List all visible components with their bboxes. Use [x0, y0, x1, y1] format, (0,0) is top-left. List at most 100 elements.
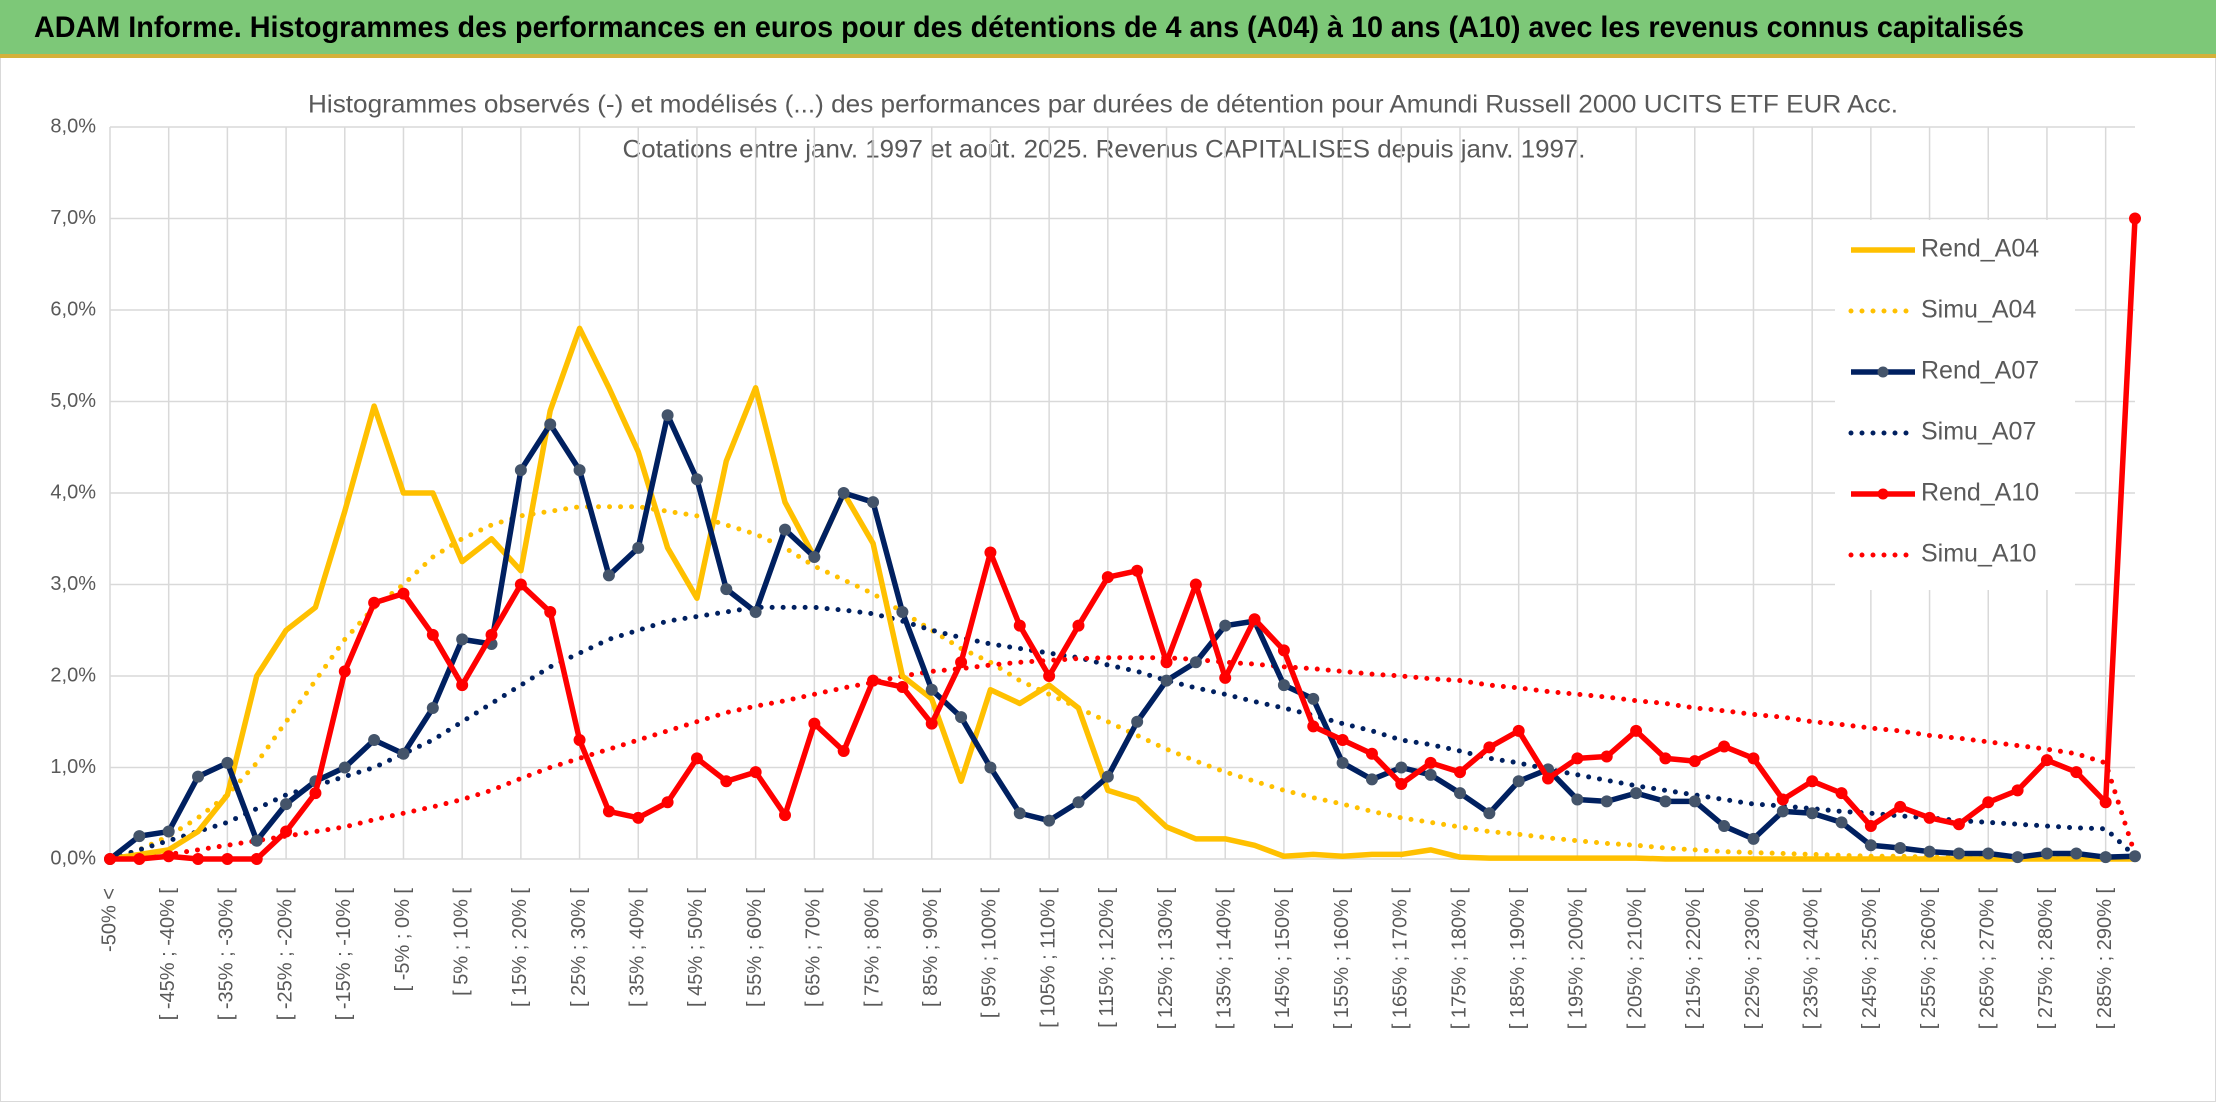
x-tick-label: [ 85% ; 90% [: [920, 888, 942, 1007]
point: [602, 569, 615, 582]
point: [720, 583, 733, 596]
point: [661, 796, 674, 809]
x-tick-label: [ 135% ; 140% [: [1213, 888, 1235, 1030]
point: [984, 761, 997, 774]
point: [426, 702, 439, 715]
point: [1542, 772, 1555, 785]
x-tick-label: [ 275% ; 280% [: [2035, 888, 2057, 1030]
x-tick-label: [ 15% ; 20% [: [509, 888, 531, 1007]
point: [867, 674, 880, 687]
point: [426, 628, 439, 641]
point: [1072, 619, 1085, 632]
x-tick-label: [ -35% ; -30% [: [216, 888, 238, 1021]
point: [896, 680, 909, 693]
point: [1512, 775, 1525, 788]
point: [1688, 795, 1701, 808]
point: [984, 546, 997, 559]
y-tick-label: 2,0%: [50, 664, 96, 686]
point: [1336, 756, 1349, 769]
x-tick-label: [ 225% ; 230% [: [1742, 888, 1764, 1030]
point: [1395, 777, 1408, 790]
x-tick-label: [ 65% ; 70% [: [803, 888, 825, 1007]
point: [1747, 832, 1760, 845]
point: [925, 717, 938, 730]
point: [1307, 692, 1320, 705]
point: [1776, 793, 1789, 806]
point: [1776, 805, 1789, 818]
x-tick-label: [ -45% ; -40% [: [157, 888, 179, 1021]
point: [1747, 752, 1760, 765]
point: [1923, 811, 1936, 824]
point: [1835, 787, 1848, 800]
x-tick-label: [ 35% ; 40% [: [627, 888, 649, 1007]
point: [544, 605, 557, 618]
point: [2099, 796, 2112, 809]
point: [1864, 820, 1877, 833]
y-tick-label: 7,0%: [50, 207, 96, 229]
point: [250, 834, 263, 847]
point: [1365, 773, 1378, 786]
point: [1923, 845, 1936, 858]
point: [837, 745, 850, 758]
point: [2040, 847, 2053, 860]
point: [1806, 775, 1819, 788]
x-tick-label: [ 195% ; 200% [: [1566, 888, 1588, 1030]
point: [1659, 795, 1672, 808]
series-line: [107, 604, 2138, 862]
point: [1600, 795, 1613, 808]
point: [749, 605, 762, 618]
point: [1630, 787, 1643, 800]
x-tick-label: -50% <: [98, 888, 120, 952]
point: [544, 418, 557, 431]
x-tick-label: [ 265% ; 270% [: [1977, 888, 1999, 1030]
point: [1571, 752, 1584, 765]
point: [896, 605, 909, 618]
point: [1248, 613, 1261, 626]
x-tick-label: [ 235% ; 240% [: [1800, 888, 1822, 1030]
header-stripe: [0, 54, 2216, 58]
point: [1043, 670, 1056, 682]
series-line: [109, 325, 2135, 862]
x-tick-label: [ 145% ; 150% [: [1272, 888, 1294, 1030]
x-tick-label: [ -25% ; -20% [: [274, 888, 296, 1021]
x-tick-label: [ 105% ; 110% [: [1037, 888, 1059, 1028]
legend-label: Rend_A07: [1921, 357, 2039, 385]
point: [808, 717, 821, 730]
point: [661, 409, 674, 422]
x-tick-label: [ 185% ; 190% [: [1507, 888, 1529, 1030]
x-tick-label: [ 5% ; 10% [: [450, 888, 472, 996]
point: [1600, 750, 1613, 763]
point: [1806, 807, 1819, 820]
point: [1072, 796, 1085, 809]
point: [2011, 851, 2024, 864]
point: [456, 679, 469, 692]
point: [1982, 847, 1995, 860]
point: [837, 487, 850, 499]
legend-marker: [1877, 366, 1889, 378]
y-tick-label: 0,0%: [50, 847, 96, 869]
point: [1454, 787, 1466, 800]
point: [280, 798, 293, 811]
point: [1952, 818, 1965, 831]
point: [162, 850, 175, 863]
page-title: ADAM Informe. Histogrammes des performan…: [34, 11, 2024, 44]
point: [1101, 770, 1114, 783]
point: [1982, 796, 1995, 809]
header-bar: [0, 0, 2216, 54]
point: [1454, 766, 1466, 779]
point: [955, 656, 968, 669]
point: [808, 551, 821, 564]
point: [632, 541, 645, 554]
point: [456, 633, 469, 646]
point: [1424, 756, 1437, 769]
x-tick-label: [ 125% ; 130% [: [1155, 888, 1177, 1030]
point: [280, 825, 293, 838]
point: [192, 853, 205, 865]
legend-label: Simu_A04: [1921, 296, 2036, 324]
x-tick-label: [ 115% ; 120% [: [1096, 888, 1118, 1028]
point: [192, 770, 205, 783]
point: [1013, 807, 1026, 820]
point: [1512, 724, 1525, 737]
point: [221, 853, 234, 865]
